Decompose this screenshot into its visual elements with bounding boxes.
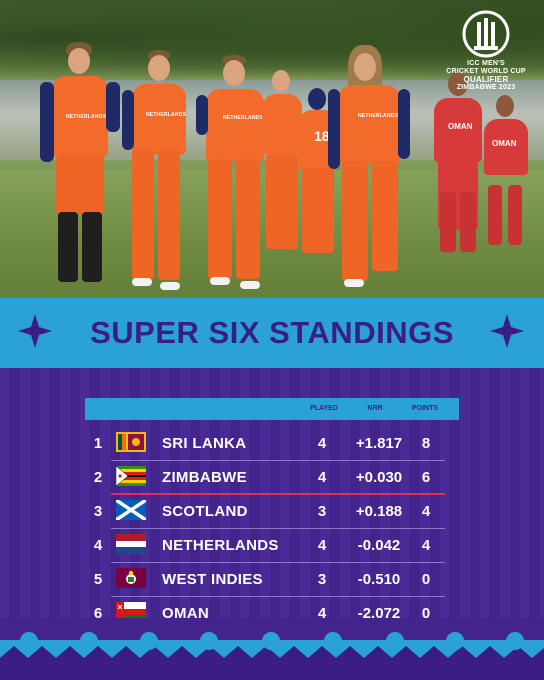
team-name: ZIMBABWE	[162, 469, 247, 486]
rank: 4	[93, 537, 103, 554]
points: 8	[421, 435, 431, 452]
played: 4	[317, 435, 327, 452]
sri-lanka-flag-icon	[116, 432, 146, 452]
row-divider	[111, 528, 445, 529]
net-run-rate: -2.072	[357, 605, 401, 622]
played: 4	[317, 605, 327, 622]
net-run-rate: +0.188	[355, 503, 403, 520]
points: 4	[421, 503, 431, 520]
table-row: 2 ZIMBABWE 4 +0.030 6	[85, 461, 459, 495]
scotland-flag-icon	[116, 500, 146, 520]
team-name: SRI LANKA	[162, 435, 247, 452]
table-row: 3 SCOTLAND 3 +0.188 4	[85, 495, 459, 529]
oman-player: OMAN	[480, 95, 532, 255]
icc-cwc-qualifier-logo: ICC MEN'S CRICKET WORLD CUP QUALIFIER ZI…	[446, 10, 526, 92]
netherlands-player: NETHERLANDS	[196, 55, 276, 295]
team-photo: NETHERLANDS NETHERLANDS NETHERLANDS	[0, 0, 544, 300]
netherlands-player	[258, 70, 308, 255]
row-divider	[111, 460, 445, 461]
row-divider	[111, 596, 445, 597]
logo-line-3: QUALIFIER	[463, 75, 509, 84]
played: 4	[317, 537, 327, 554]
team-name: SCOTLAND	[162, 503, 248, 520]
rank: 3	[93, 503, 103, 520]
net-run-rate: -0.510	[357, 571, 401, 588]
netherlands-player: NETHERLANDS	[40, 42, 130, 292]
netherlands-player: NETHERLANDS	[118, 50, 198, 295]
trophy-emblem-icon	[460, 10, 512, 60]
column-header-points: POINTS	[411, 405, 439, 412]
decorative-dot	[324, 632, 342, 650]
column-header-played: PLAYED	[310, 405, 338, 412]
logo-line-1: ICC MEN'S	[467, 60, 505, 67]
points: 0	[421, 571, 431, 588]
qualification-cutoff-line	[111, 493, 445, 495]
decorative-dot	[80, 632, 98, 650]
played: 3	[317, 503, 327, 520]
column-header-nrr: NRR	[367, 405, 383, 412]
table-row: 6 OMAN 4 -2.072 0	[85, 597, 459, 631]
decorative-dot	[386, 632, 404, 650]
decorative-dot	[262, 632, 280, 650]
page-title: SUPER SIX STANDINGS	[90, 315, 454, 350]
points: 4	[421, 537, 431, 554]
row-divider	[111, 562, 445, 563]
west-indies-flag-icon	[116, 568, 146, 588]
decorative-dot	[20, 632, 38, 650]
points: 6	[421, 469, 431, 486]
team-name: OMAN	[162, 605, 210, 622]
oman-player: OMAN	[428, 72, 488, 262]
table-row: 1 SRI LANKA 4 +1.817 8	[85, 427, 459, 461]
decorative-dot	[446, 632, 464, 650]
four-point-star-icon	[490, 314, 524, 348]
points: 0	[421, 605, 431, 622]
rank: 2	[93, 469, 103, 486]
logo-line-4: ZIMBABWE 2023	[456, 84, 516, 91]
table-row: 4 NETHERLANDS 4 -0.042 4	[85, 529, 459, 563]
played: 3	[317, 571, 327, 588]
team-name: NETHERLANDS	[162, 537, 279, 554]
netherlands-flag-icon	[116, 534, 146, 554]
title-banner	[0, 298, 544, 368]
zimbabwe-flag-icon	[116, 466, 146, 486]
net-run-rate: +1.817	[355, 435, 403, 452]
table-row: 5 WEST INDIES 3 -0.510 0	[85, 563, 459, 597]
net-run-rate: -0.042	[357, 537, 401, 554]
rank: 5	[93, 571, 103, 588]
rank: 1	[93, 435, 103, 452]
decorative-dot	[506, 632, 524, 650]
team-name: WEST INDIES	[162, 571, 263, 588]
rank: 6	[93, 605, 103, 622]
four-point-star-icon	[18, 314, 52, 348]
table-header	[85, 398, 459, 420]
netherlands-player: NETHERLANDS	[328, 45, 423, 295]
decorative-dot	[140, 632, 158, 650]
decorative-dot	[200, 632, 218, 650]
net-run-rate: +0.030	[355, 469, 403, 486]
played: 4	[317, 469, 327, 486]
logo-line-2: CRICKET WORLD CUP	[446, 68, 526, 75]
